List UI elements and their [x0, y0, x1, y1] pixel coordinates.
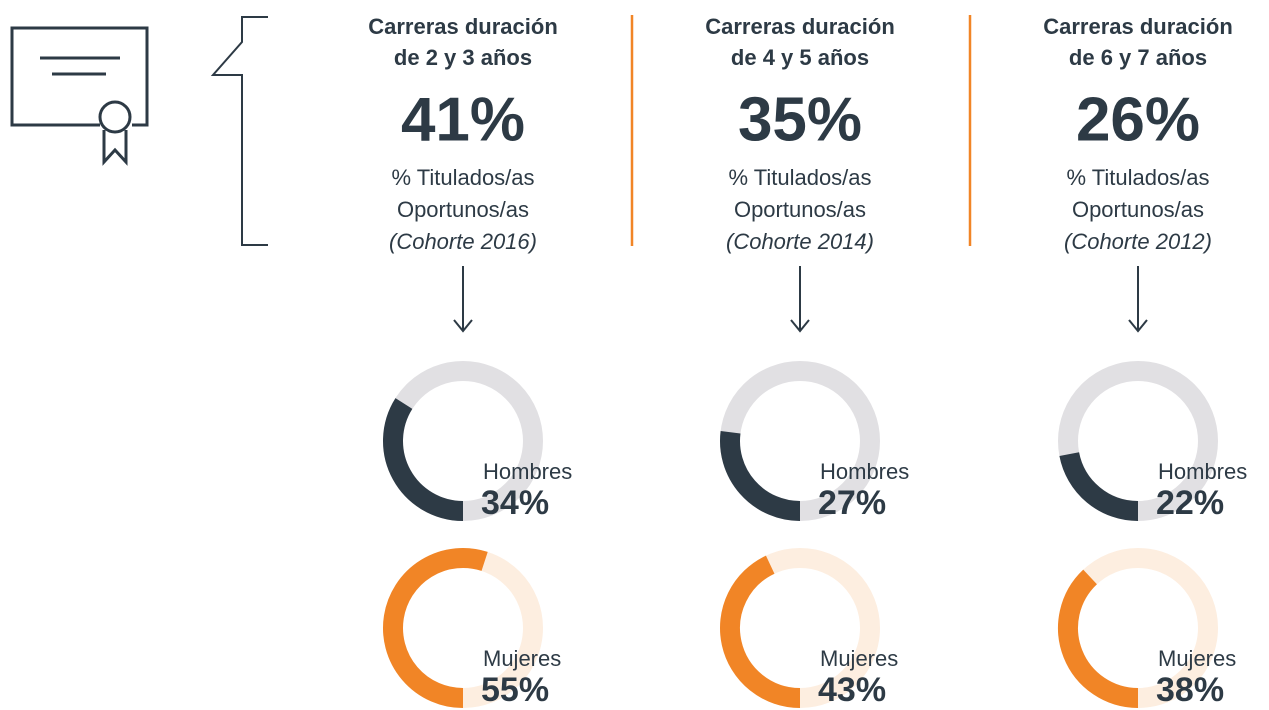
donut-label: Mujeres [820, 646, 898, 671]
donut-arc [383, 398, 464, 521]
big-percent: 41% [401, 85, 525, 154]
donut-arc [383, 548, 488, 708]
donut-arc [720, 430, 801, 521]
column-title: Carreras duración [368, 14, 558, 39]
arrow-head [790, 319, 810, 333]
subtitle: (Cohorte 2016) [389, 229, 537, 254]
subtitle: (Cohorte 2014) [726, 229, 874, 254]
donut-label: Hombres [1158, 459, 1247, 484]
donut-arc [720, 555, 801, 708]
donut-value: 55% [481, 671, 549, 709]
column-title: Carreras duración [1043, 14, 1233, 39]
subtitle: (Cohorte 2012) [1064, 229, 1212, 254]
subtitle: Oportunos/as [1072, 197, 1204, 222]
big-percent: 35% [738, 85, 862, 154]
arrow-head [453, 319, 473, 333]
column-title: de 2 y 3 años [394, 45, 532, 70]
big-percent: 26% [1076, 85, 1200, 154]
donut-arc [1058, 569, 1139, 708]
donut-value: 43% [818, 671, 886, 709]
donut-value: 22% [1156, 484, 1224, 522]
subtitle: % Titulados/as [728, 165, 871, 190]
donut-label: Hombres [820, 459, 909, 484]
column-title: de 6 y 7 años [1069, 45, 1207, 70]
donut-arc [1059, 451, 1139, 521]
subtitle: Oportunos/as [734, 197, 866, 222]
donut-label: Hombres [483, 459, 572, 484]
donut-value: 27% [818, 484, 886, 522]
subtitle: % Titulados/as [391, 165, 534, 190]
donut-value: 38% [1156, 671, 1224, 709]
column-title: Carreras duración [705, 14, 895, 39]
subtitle: Oportunos/as [397, 197, 529, 222]
subtitle: % Titulados/as [1066, 165, 1209, 190]
arrow-head [1128, 319, 1148, 333]
donut-label: Mujeres [483, 646, 561, 671]
column-title: de 4 y 5 años [731, 45, 869, 70]
bracket [210, 16, 268, 246]
certificate-icon [10, 26, 149, 166]
donut-value: 34% [481, 484, 549, 522]
donut-label: Mujeres [1158, 646, 1236, 671]
